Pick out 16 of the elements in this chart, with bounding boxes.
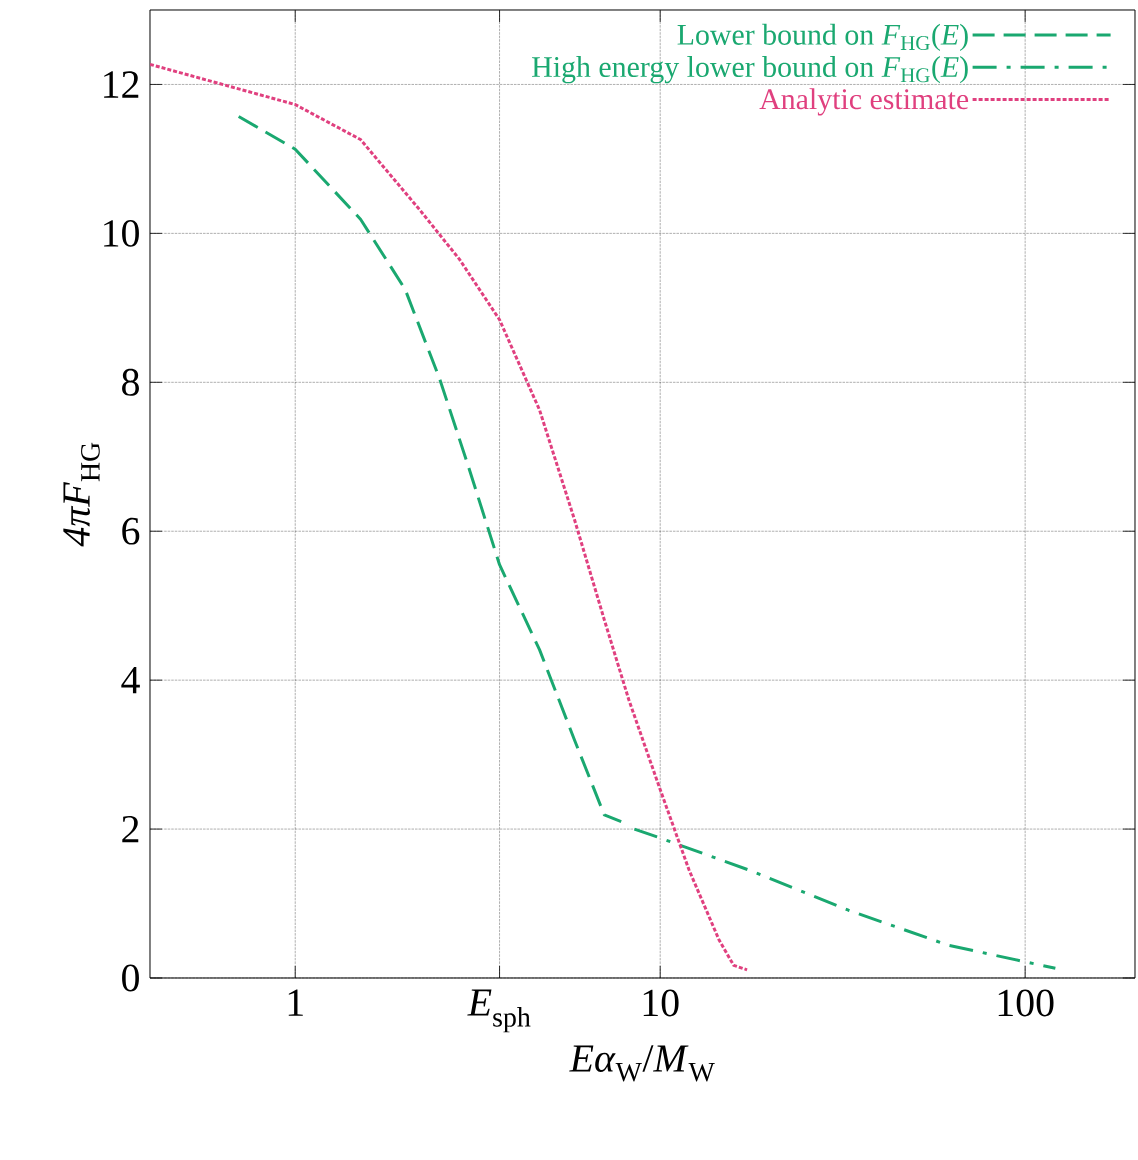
y-tick-label: 10 <box>104 219 139 247</box>
legend-label: High energy lower bound on F$_{HG}$(E) <box>532 56 968 84</box>
x-axis-title: Eα$_{W}$/M$_{W}$ <box>569 1045 715 1082</box>
x-tick-label: E$_{sph}$ <box>467 989 531 1033</box>
legend-label: Analytic estimate <box>759 88 969 116</box>
y-tick-label: 2 <box>122 815 139 843</box>
y-tick-label: 6 <box>122 517 140 545</box>
y-tick-label: 8 <box>122 368 139 396</box>
y-axis-title: 4πF$_{HG}$ <box>63 442 100 547</box>
legend-label: Lower bound on F$_{HG}$(E) <box>677 23 968 51</box>
x-tick-label: 10 <box>643 989 679 1017</box>
x-tick-label: 100 <box>998 989 1054 1017</box>
x-tick-label: 1 <box>288 989 303 1016</box>
y-tick-label: 12 <box>104 71 139 98</box>
y-tick-label: 0 <box>122 964 139 992</box>
y-tick-label: 4 <box>121 667 140 694</box>
